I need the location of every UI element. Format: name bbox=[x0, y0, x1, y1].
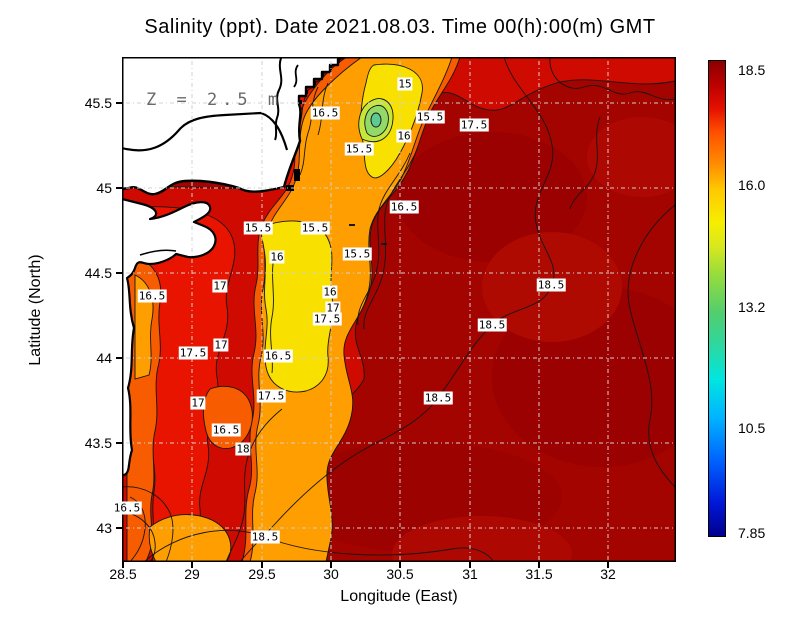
band-13-core bbox=[370, 112, 382, 128]
sea-contour-fills bbox=[122, 57, 676, 562]
x-tick-mark bbox=[330, 562, 332, 568]
contour-value-label: 17 bbox=[213, 338, 229, 352]
y-tick-label: 45 bbox=[96, 180, 112, 196]
lagoon-shoreline-2 bbox=[139, 249, 177, 256]
x-tick-label: 29.5 bbox=[248, 566, 276, 582]
y-tick-mark bbox=[116, 187, 122, 189]
contour-value-label: 17 bbox=[190, 396, 206, 410]
contour-value-label: 15.5 bbox=[300, 221, 330, 235]
x-tick-label: 29 bbox=[184, 566, 200, 582]
land-polygon-north bbox=[122, 57, 347, 196]
contour-value-label: 18.5 bbox=[477, 318, 507, 332]
y-tick-label: 43 bbox=[96, 520, 112, 536]
y-tick-label: 43.5 bbox=[84, 435, 112, 451]
delta-channel-2 bbox=[293, 64, 299, 88]
colorbar-tick-label: 13.2 bbox=[738, 299, 766, 315]
contour-value-label: 17.5 bbox=[459, 118, 489, 132]
contour-value-label: 17.5 bbox=[256, 389, 286, 403]
contour-value-label: 18 bbox=[235, 442, 251, 456]
y-axis-title: Latitude (North) bbox=[27, 254, 44, 366]
x-tick-label: 30 bbox=[323, 566, 339, 582]
contour-value-label: 15.5 bbox=[415, 110, 445, 124]
contour-value-label: 16.5 bbox=[137, 289, 167, 303]
contour-value-label: 16.5 bbox=[263, 349, 293, 363]
x-tick-mark bbox=[122, 562, 124, 568]
contour-value-label: 17.5 bbox=[312, 312, 342, 326]
contour-value-label: 15.5 bbox=[243, 221, 273, 235]
x-tick-label: 31 bbox=[462, 566, 478, 582]
x-tick-mark bbox=[399, 562, 401, 568]
contour-value-label: 16.5 bbox=[211, 423, 241, 437]
contour-value-label: 16.5 bbox=[112, 501, 142, 515]
plot-border bbox=[122, 57, 676, 562]
band-15-5-lower bbox=[260, 220, 334, 393]
contour-value-label: 16 bbox=[396, 129, 412, 143]
depth-annotation: Z = 2.5 m bbox=[146, 90, 284, 110]
colorbar-tick-label: 18.5 bbox=[738, 62, 766, 78]
colorbar bbox=[708, 60, 726, 537]
y-tick-mark bbox=[116, 527, 122, 529]
contour-value-label: 16 bbox=[269, 250, 285, 264]
coastline-land bbox=[122, 57, 347, 478]
x-tick-label: 32 bbox=[600, 566, 616, 582]
contour-value-label: 15 bbox=[397, 77, 413, 91]
x-tick-mark bbox=[469, 562, 471, 568]
y-tick-mark bbox=[116, 357, 122, 359]
colorbar-tick-label: 16.0 bbox=[738, 177, 766, 193]
contour-value-label: 18.5 bbox=[250, 530, 280, 544]
x-tick-mark bbox=[607, 562, 609, 568]
land-polygon-west-strip bbox=[122, 197, 217, 478]
colorbar-tick-label: 10.5 bbox=[738, 420, 766, 436]
contour-value-label: 18.5 bbox=[423, 391, 453, 405]
contour-value-label: 17 bbox=[212, 279, 228, 293]
contour-value-label: 16.5 bbox=[389, 200, 419, 214]
y-tick-label: 44 bbox=[96, 350, 112, 366]
x-tick-label: 30.5 bbox=[386, 566, 414, 582]
contour-value-label: 15.5 bbox=[344, 142, 374, 156]
x-tick-mark bbox=[261, 562, 263, 568]
y-tick-label: 44.5 bbox=[84, 265, 112, 281]
x-tick-mark bbox=[191, 562, 193, 568]
delta-channel bbox=[274, 57, 283, 141]
contour-value-label: 18.5 bbox=[536, 278, 566, 292]
y-tick-mark bbox=[116, 272, 122, 274]
chart-title: Salinity (ppt). Date 2021.08.03. Time 00… bbox=[144, 16, 656, 38]
contour-value-label: 17.5 bbox=[178, 346, 208, 360]
contour-value-label: 16 bbox=[322, 285, 338, 299]
band-16-5-patch bbox=[202, 385, 253, 449]
y-tick-mark bbox=[116, 442, 122, 444]
y-tick-mark bbox=[116, 102, 122, 104]
band-16-plume bbox=[249, 57, 453, 562]
contour-value-label: 15.5 bbox=[342, 247, 372, 261]
x-tick-label: 31.5 bbox=[525, 566, 553, 582]
colorbar-tick-label: 7.85 bbox=[738, 525, 766, 541]
x-axis-title: Longitude (East) bbox=[340, 588, 458, 605]
y-tick-label: 45.5 bbox=[84, 95, 112, 111]
contour-value-label: 16.5 bbox=[310, 106, 340, 120]
contour-value-label: 17 bbox=[325, 301, 341, 315]
x-tick-mark bbox=[538, 562, 540, 568]
x-tick-label: 28.5 bbox=[109, 566, 137, 582]
